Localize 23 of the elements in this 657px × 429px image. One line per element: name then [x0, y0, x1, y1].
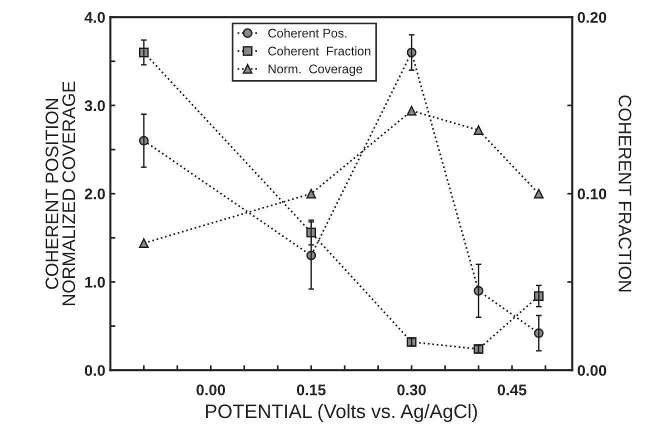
- y-tick-label: 0.0: [84, 365, 105, 376]
- legend-label: Norm. Coverage: [268, 64, 362, 76]
- point: [474, 125, 484, 136]
- y-tick-label: 1.0: [85, 276, 105, 288]
- y-tick-label: 4.0: [84, 12, 105, 23]
- x-tick-label: 0.30: [397, 384, 426, 396]
- legend-label: Coherent Pos.: [268, 28, 346, 38]
- x-axis-title: POTENTIAL (Volts vs. Ag/AgCl): [206, 404, 477, 422]
- y-tick-label: 3.0: [84, 100, 105, 112]
- x-tick-label: 0.15: [296, 384, 326, 396]
- x-tick-label: 0.00: [196, 384, 226, 396]
- point: [306, 188, 316, 199]
- y2-tick-label: 0.20: [578, 12, 606, 23]
- point: [138, 238, 149, 248]
- y2-tick-label: 0.10: [578, 188, 606, 200]
- legend-label: Coherent Fraction: [268, 46, 370, 56]
- y-tick-label: 2.0: [84, 188, 105, 200]
- y2-tick-label: 0.00: [578, 365, 606, 376]
- y-axis-title: COHERENT POSITION NORMALIZED COVERAGE: [46, 82, 76, 306]
- y2-axis-title: COHERENT FRACTION: [618, 95, 632, 292]
- point: [534, 188, 544, 199]
- x-tick-label: 0.45: [498, 384, 526, 396]
- point: [406, 106, 416, 116]
